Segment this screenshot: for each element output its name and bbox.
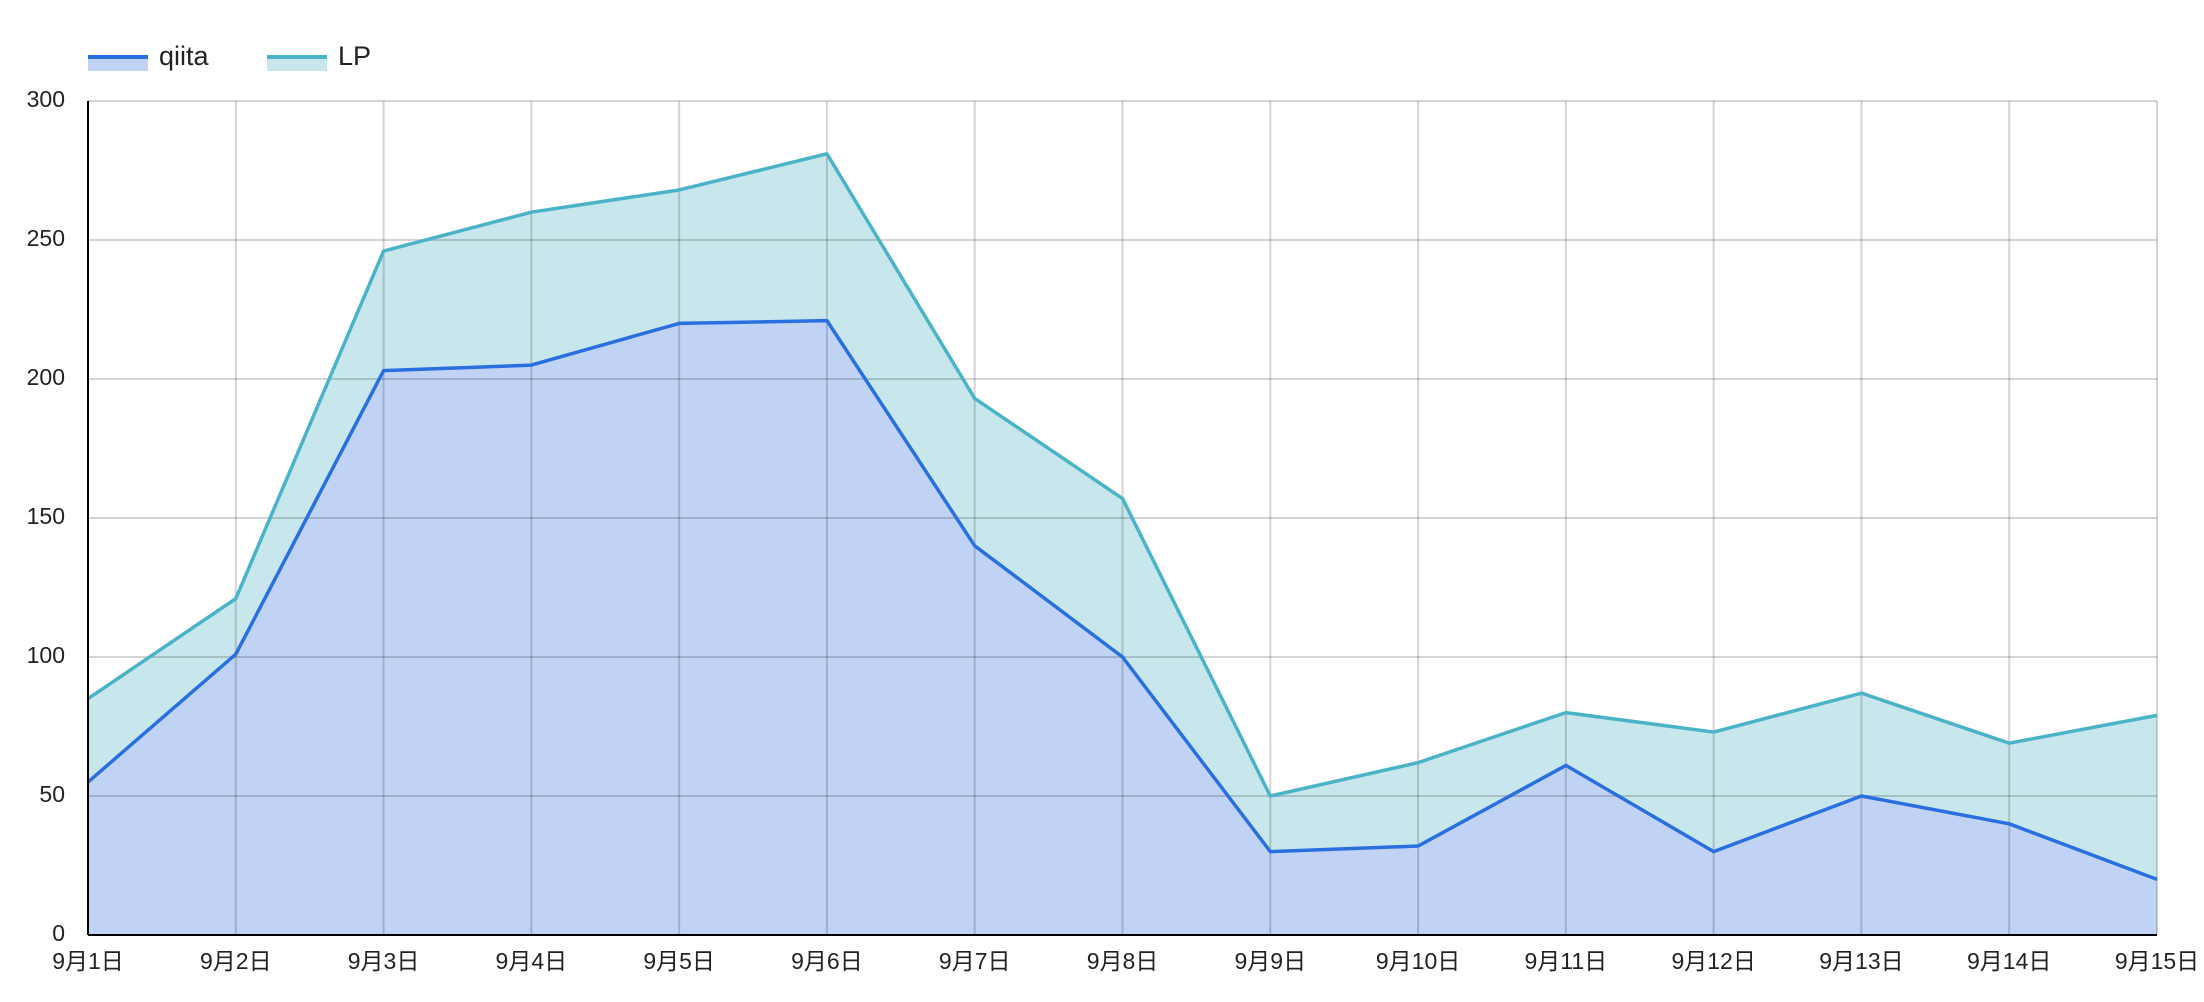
x-tick-label: 9月1日	[52, 948, 124, 974]
y-tick-label: 100	[27, 642, 65, 668]
line	[87, 152, 2158, 798]
x-tick-label: 9月5日	[643, 948, 715, 974]
legend-swatch	[88, 57, 148, 71]
x-tick-label: 9月7日	[939, 948, 1011, 974]
area	[88, 153, 2157, 880]
y-tick-label: 150	[27, 503, 65, 529]
x-tick-label: 9月14日	[1967, 948, 2051, 974]
x-tick-label: 9月15日	[2115, 948, 2199, 974]
x-tick-label: 9月11日	[1525, 948, 1608, 974]
x-tick-label: 9月8日	[1087, 948, 1159, 974]
x-tick-label: 9月9日	[1234, 948, 1306, 974]
legend-label: qiita	[159, 41, 210, 71]
x-tick-label: 9月13日	[1819, 948, 1903, 974]
y-tick-label: 50	[39, 781, 65, 807]
line	[86, 318, 2158, 882]
x-tick-label: 9月6日	[791, 948, 863, 974]
y-tick-label: 250	[27, 225, 65, 251]
x-tick-label: 9月12日	[1671, 948, 1755, 974]
legend-swatch	[267, 57, 327, 71]
legend: qiita LP	[88, 41, 371, 71]
y-tick-label: 0	[52, 920, 65, 946]
x-tick-label: 9月3日	[348, 948, 420, 974]
x-tick-label: 9月10日	[1376, 948, 1460, 974]
area	[88, 320, 2157, 935]
x-tick-label: 9月4日	[496, 948, 568, 974]
y-tick-label: 300	[27, 86, 65, 112]
x-tick-label: 9月2日	[200, 948, 272, 974]
y-tick-label: 200	[27, 364, 65, 390]
legend-label: LP	[338, 41, 371, 71]
